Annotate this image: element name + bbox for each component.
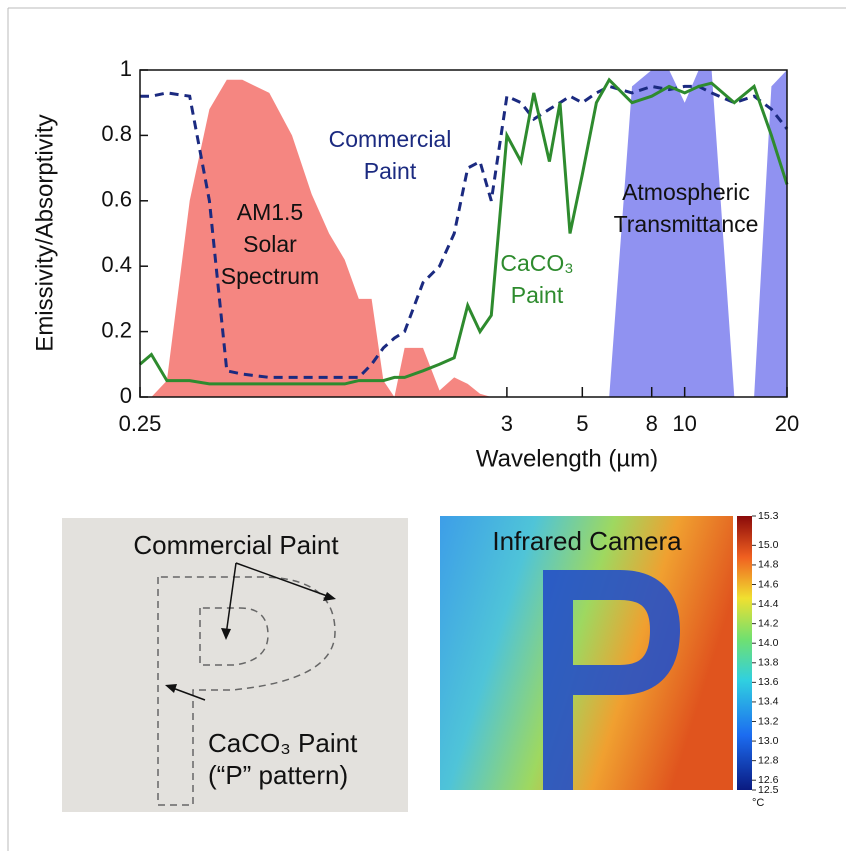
series-label: AM1.5 — [237, 199, 303, 225]
series-label: Transmittance — [614, 211, 759, 237]
y-tick-label: 0.2 — [101, 317, 132, 342]
thermal-image — [440, 516, 733, 790]
colorbar-tick-label: 13.8 — [758, 657, 779, 669]
colorbar-tick-label: 14.8 — [758, 559, 779, 571]
label-pattern: (“P” pattern) — [208, 760, 348, 790]
series-label: CaCO₃ — [500, 250, 573, 276]
colorbar-tick-label: 13.0 — [758, 735, 779, 747]
y-tick-label: 0.4 — [101, 252, 132, 277]
series-label: Atmospheric — [622, 179, 750, 205]
y-tick-label: 0.6 — [101, 187, 132, 212]
x-tick-label: 10 — [672, 411, 696, 436]
figure: AM1.5 Solar Spectrum Atmospheric Transmittan… — [0, 0, 846, 851]
colorbar-tick-label: 15.0 — [758, 539, 779, 551]
y-axis-label: Emissivity/Absorptivity — [31, 114, 58, 351]
colorbar-tick-label: 14.4 — [758, 598, 779, 610]
series-label: Paint — [364, 158, 417, 184]
series-label: Spectrum — [221, 263, 319, 289]
colorbar-tick-label: 13.4 — [758, 696, 779, 708]
series-label: Paint — [511, 282, 564, 308]
series-label: Solar — [243, 231, 297, 257]
label-commercial: Commercial Paint — [133, 530, 339, 560]
colorbar-tick-label: 14.6 — [758, 578, 779, 590]
colorbar-unit: °C — [752, 797, 764, 809]
colorbar-tick-label: 15.3 — [758, 510, 779, 522]
colorbar-tick-label: 14.2 — [758, 617, 779, 629]
label-caco3: CaCO₃ Paint — [208, 728, 358, 758]
camera-title: Infrared Camera — [492, 526, 682, 556]
x-axis-label: Wavelength (µm) — [476, 445, 658, 472]
x-tick-label: 0.25 — [119, 411, 162, 436]
y-tick-label: 1 — [120, 56, 132, 81]
colorbar-tick-label: 12.8 — [758, 754, 779, 766]
colorbar-tick-label: 12.5 — [758, 784, 779, 796]
colorbar-tick-label: 13.6 — [758, 676, 779, 688]
series-label: Commercial — [329, 126, 452, 152]
x-tick-label: 5 — [576, 411, 588, 436]
plot: AM1.5 Solar Spectrum Atmospheric Transmittan… — [140, 70, 787, 397]
colorbar-tick-label: 14.0 — [758, 637, 779, 649]
x-tick-label: 20 — [775, 411, 799, 436]
x-tick-label: 3 — [501, 411, 513, 436]
y-tick-label: 0 — [120, 383, 132, 408]
x-tick-label: 8 — [646, 411, 658, 436]
y-tick-label: 0.8 — [101, 121, 132, 146]
colorbar — [737, 516, 752, 790]
colorbar-tick-label: 13.2 — [758, 715, 779, 727]
colorbar-ticks: 15.3 15.0 14.8 14.6 14.4 14.2 14.0 13.8 13.6 13.4… — [752, 510, 779, 796]
